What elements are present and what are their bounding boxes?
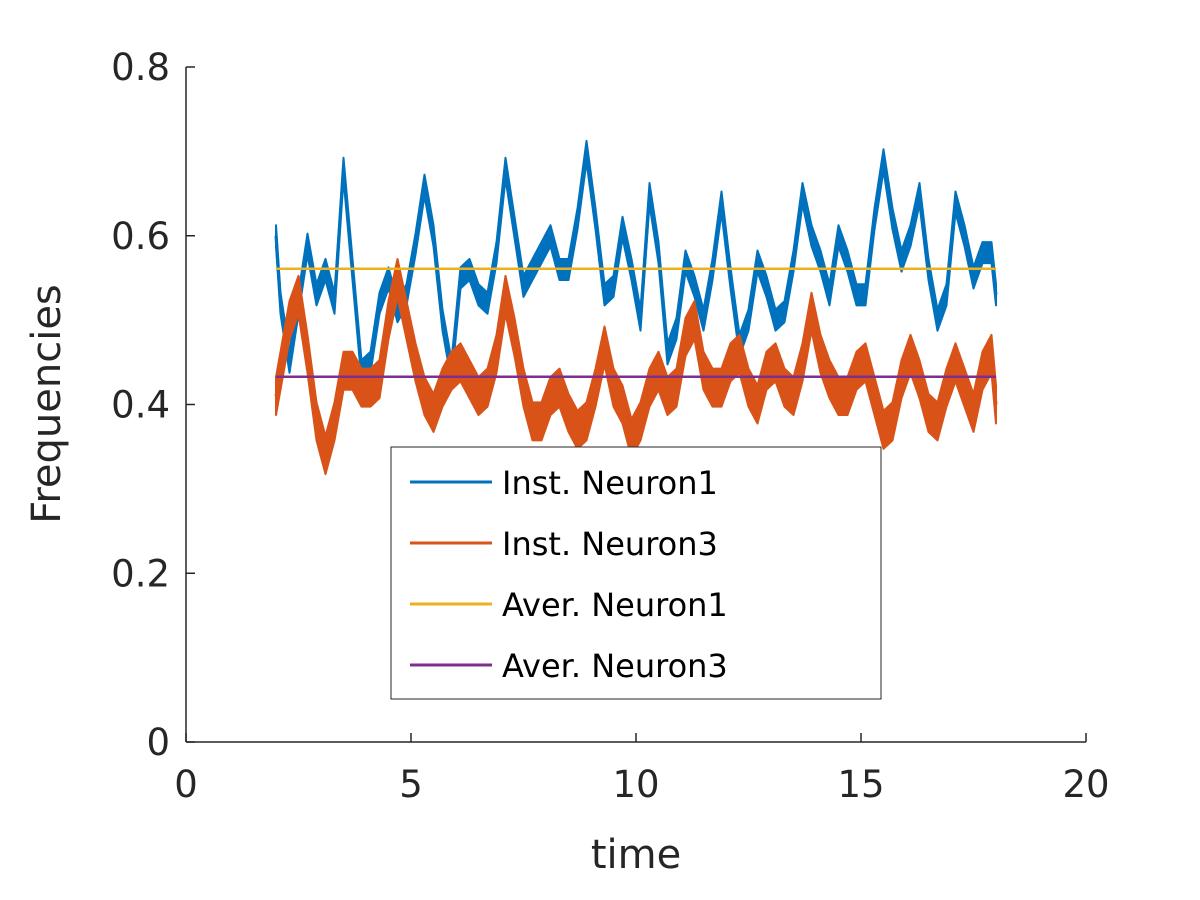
series-layer xyxy=(274,139,998,476)
x-tick-label: 15 xyxy=(837,763,884,806)
legend-label-aver-neuron1: Aver. Neuron1 xyxy=(502,586,728,624)
y-tick-label: 0.2 xyxy=(111,552,170,595)
ticks-layer: 0 5 10 15 20 0 0.2 0.4 0.6 0.8 xyxy=(111,46,1109,806)
y-axis-title: Frequencies xyxy=(24,284,70,524)
legend-box xyxy=(390,446,882,700)
series-line-inst-neuron3 xyxy=(274,276,998,457)
y-tick-label: 0 xyxy=(146,721,170,764)
y-tick-label: 0.8 xyxy=(111,46,170,89)
x-tick-label: 10 xyxy=(612,763,659,806)
legend-entry-inst-neuron1: Inst. Neuron1 xyxy=(410,464,718,502)
legend-label-inst-neuron1: Inst. Neuron1 xyxy=(502,464,718,502)
x-tick-label: 0 xyxy=(174,763,198,806)
legend-entry-aver-neuron1: Aver. Neuron1 xyxy=(410,586,728,624)
x-tick-label: 20 xyxy=(1062,763,1109,806)
legend-entry-inst-neuron3: Inst. Neuron3 xyxy=(410,525,718,563)
x-tick-label: 5 xyxy=(399,763,423,806)
y-tick-label: 0.6 xyxy=(111,215,170,258)
legend: Inst. Neuron1 Inst. Neuron3 Aver. Neuron… xyxy=(390,446,882,700)
legend-label-inst-neuron3: Inst. Neuron3 xyxy=(502,525,718,563)
x-axis-title: time xyxy=(591,832,681,878)
legend-label-aver-neuron3: Aver. Neuron3 xyxy=(502,647,728,685)
y-tick-label: 0.4 xyxy=(111,384,170,427)
legend-entry-aver-neuron3: Aver. Neuron3 xyxy=(410,647,728,685)
